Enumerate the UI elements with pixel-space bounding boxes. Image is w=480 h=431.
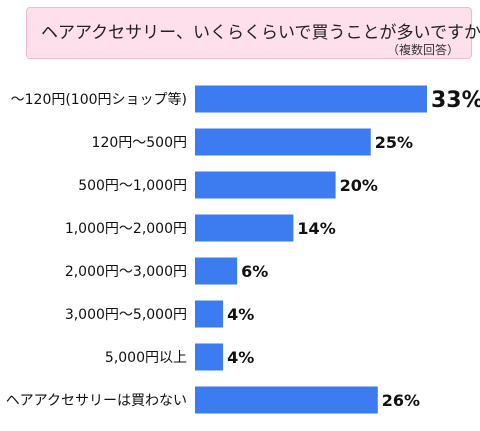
category-label: 2,000円～3,000円 [65, 264, 187, 280]
bar [195, 128, 371, 156]
category-label: 1,000円～2,000円 [65, 221, 187, 237]
bar [195, 386, 378, 414]
value-label: 4% [227, 348, 254, 367]
category-label: 5,000円以上 [105, 350, 187, 366]
value-label: 33% [431, 88, 480, 113]
bar [195, 343, 224, 371]
category-label: ヘアアクセサリーは買わない [6, 393, 187, 409]
bar [195, 214, 294, 242]
bar [195, 171, 336, 199]
bar [195, 257, 238, 285]
value-label: 14% [297, 219, 335, 238]
chart-subtitle: （複数回答） [386, 43, 459, 57]
bars-group: ～120円(100円ショップ等) 33% 120円～500円 25% 500円～1,00… [6, 85, 480, 414]
category-label: 3,000円～5,000円 [65, 307, 187, 323]
value-label: 6% [241, 262, 268, 281]
category-label: 120円～500円 [92, 135, 187, 151]
value-label: 20% [340, 176, 378, 195]
value-label: 4% [227, 305, 254, 324]
chart-title: ヘアアクセサリー、いくらくらいで買うことが多いですか？ [41, 23, 480, 43]
category-label: ～120円(100円ショップ等) [11, 91, 187, 108]
category-label: 500円～1,000円 [78, 178, 187, 194]
bar [195, 85, 427, 113]
bar [195, 300, 224, 328]
value-label: 26% [382, 391, 420, 410]
value-label: 25% [375, 133, 413, 152]
title-box: ヘアアクセサリー、いくらくらいで買うことが多いですか？ （複数回答） [26, 7, 480, 59]
